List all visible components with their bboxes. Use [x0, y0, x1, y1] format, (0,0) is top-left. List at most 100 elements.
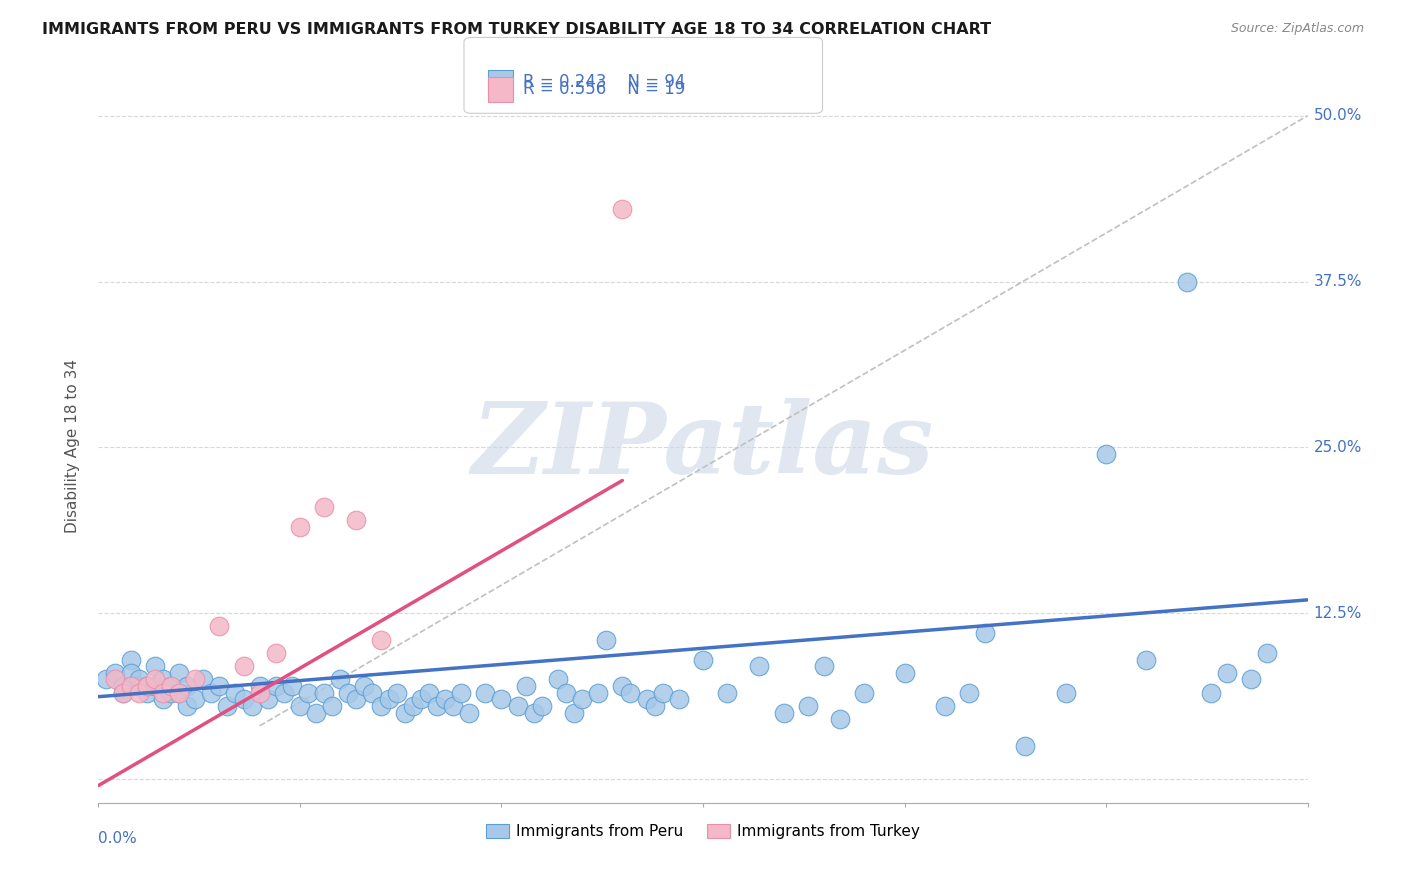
- Point: [184, 692, 207, 706]
- Point: [506, 698, 529, 713]
- Text: R = 0.243    N = 94: R = 0.243 N = 94: [523, 73, 685, 91]
- Point: [1240, 673, 1263, 687]
- Point: [491, 692, 513, 706]
- Text: R = 0.556    N = 19: R = 0.556 N = 19: [523, 80, 685, 98]
- Text: 0.0%: 0.0%: [98, 831, 138, 847]
- Text: IMMIGRANTS FROM PERU VS IMMIGRANTS FROM TURKEY DISABILITY AGE 18 TO 34 CORRELATI: IMMIGRANTS FROM PERU VS IMMIGRANTS FROM …: [42, 22, 991, 37]
- Point: [297, 686, 319, 700]
- Point: [1054, 686, 1077, 700]
- Point: [1095, 447, 1118, 461]
- Point: [314, 686, 336, 700]
- Point: [273, 686, 295, 700]
- Point: [264, 646, 287, 660]
- Point: [1135, 652, 1157, 666]
- Point: [957, 686, 980, 700]
- Point: [619, 686, 641, 700]
- Point: [426, 698, 449, 713]
- Point: [232, 659, 254, 673]
- Point: [120, 665, 142, 680]
- Point: [143, 659, 166, 673]
- Point: [385, 686, 408, 700]
- Point: [934, 698, 956, 713]
- Point: [208, 679, 231, 693]
- Point: [571, 692, 593, 706]
- Point: [458, 706, 481, 720]
- Point: [96, 673, 118, 687]
- Point: [1199, 686, 1222, 700]
- Point: [547, 673, 569, 687]
- Point: [344, 513, 367, 527]
- Point: [612, 202, 634, 216]
- Point: [530, 698, 553, 713]
- Point: [644, 698, 666, 713]
- Point: [1216, 665, 1239, 680]
- Point: [160, 679, 183, 693]
- Point: [748, 659, 770, 673]
- Point: [152, 673, 174, 687]
- Point: [167, 665, 190, 680]
- Point: [314, 500, 336, 514]
- Point: [152, 686, 174, 700]
- Text: ZIPatlas: ZIPatlas: [472, 398, 934, 494]
- Point: [232, 692, 254, 706]
- Point: [135, 679, 157, 693]
- Point: [160, 686, 183, 700]
- Point: [160, 679, 183, 693]
- Point: [353, 679, 375, 693]
- Point: [337, 686, 360, 700]
- Point: [264, 679, 287, 693]
- Point: [595, 632, 617, 647]
- Point: [217, 698, 239, 713]
- Point: [813, 659, 835, 673]
- Text: 37.5%: 37.5%: [1313, 274, 1362, 289]
- Point: [651, 686, 673, 700]
- Point: [394, 706, 416, 720]
- Point: [103, 673, 125, 687]
- Point: [288, 698, 311, 713]
- Text: Source: ZipAtlas.com: Source: ZipAtlas.com: [1230, 22, 1364, 36]
- Point: [377, 692, 399, 706]
- Point: [1014, 739, 1036, 753]
- Point: [240, 698, 263, 713]
- Point: [797, 698, 820, 713]
- Point: [418, 686, 440, 700]
- Point: [128, 686, 150, 700]
- Y-axis label: Disability Age 18 to 34: Disability Age 18 to 34: [65, 359, 80, 533]
- Point: [288, 520, 311, 534]
- Point: [409, 692, 432, 706]
- Point: [586, 686, 609, 700]
- Point: [668, 692, 690, 706]
- Point: [1256, 646, 1278, 660]
- Point: [450, 686, 472, 700]
- Point: [111, 679, 134, 693]
- Point: [636, 692, 658, 706]
- Point: [344, 692, 367, 706]
- Point: [135, 679, 157, 693]
- Point: [474, 686, 496, 700]
- Point: [152, 692, 174, 706]
- Point: [111, 686, 134, 700]
- Point: [515, 679, 537, 693]
- Point: [281, 679, 304, 693]
- Point: [167, 686, 190, 700]
- Text: 12.5%: 12.5%: [1313, 606, 1362, 621]
- Point: [305, 706, 328, 720]
- Point: [135, 686, 157, 700]
- Point: [893, 665, 915, 680]
- Point: [193, 673, 215, 687]
- Point: [828, 712, 851, 726]
- Point: [402, 698, 425, 713]
- Point: [370, 698, 392, 713]
- Point: [692, 652, 714, 666]
- Point: [176, 698, 198, 713]
- Point: [120, 679, 142, 693]
- Point: [716, 686, 738, 700]
- Point: [103, 665, 125, 680]
- Point: [249, 686, 271, 700]
- Point: [120, 652, 142, 666]
- Legend: Immigrants from Peru, Immigrants from Turkey: Immigrants from Peru, Immigrants from Tu…: [479, 818, 927, 845]
- Point: [562, 706, 585, 720]
- Point: [434, 692, 457, 706]
- Point: [361, 686, 384, 700]
- Point: [974, 626, 997, 640]
